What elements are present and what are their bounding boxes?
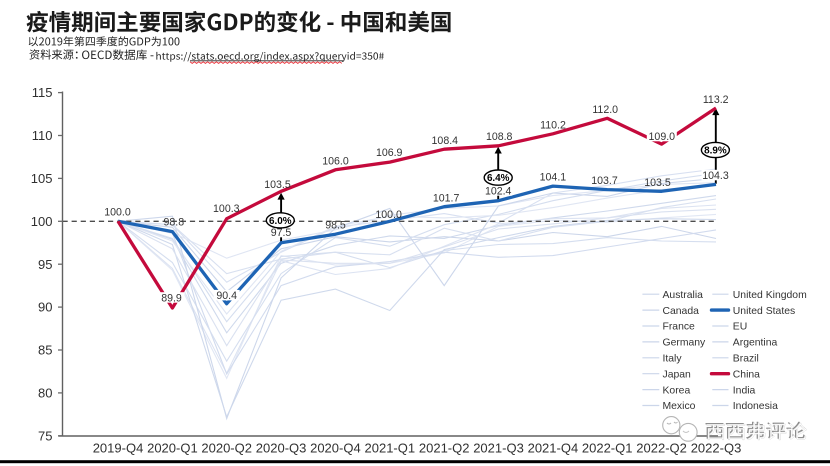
svg-text:100.3: 100.3 [213,203,240,215]
svg-text:97.5: 97.5 [271,227,292,239]
svg-text:Argentina: Argentina [733,338,778,349]
svg-text:2021-Q3: 2021-Q3 [473,441,524,456]
svg-text:2021-Q4: 2021-Q4 [528,441,579,456]
svg-text:104.3: 104.3 [702,170,729,182]
svg-text:98.8: 98.8 [163,216,184,228]
svg-text:80: 80 [38,386,52,401]
svg-text:China: China [733,369,760,380]
svg-text:2020-Q2: 2020-Q2 [201,441,252,456]
svg-text:EU: EU [733,322,747,333]
svg-text:2020-Q1: 2020-Q1 [147,441,198,456]
svg-text:110.2: 110.2 [540,119,566,131]
svg-text:104.1: 104.1 [540,172,567,184]
svg-text:Mexico: Mexico [663,401,696,412]
svg-text:105: 105 [31,171,53,186]
svg-text:101.7: 101.7 [433,193,460,205]
svg-text:100.0: 100.0 [375,209,402,221]
svg-text:100.0: 100.0 [104,206,131,218]
svg-text:2021-Q2: 2021-Q2 [419,441,470,456]
svg-text:Indonesia: Indonesia [733,401,778,412]
svg-text:89.9: 89.9 [161,292,182,304]
svg-text:2019-Q4: 2019-Q4 [93,441,144,456]
svg-text:Japan: Japan [663,369,692,380]
svg-text:2022-Q3: 2022-Q3 [691,441,742,456]
svg-text:6.0%: 6.0% [269,216,292,227]
svg-text:Australia: Australia [663,290,704,301]
svg-text:112.0: 112.0 [592,104,618,116]
svg-text:95: 95 [38,257,52,272]
svg-text:United States: United States [733,306,795,317]
svg-text:106.9: 106.9 [376,147,403,159]
svg-text:India: India [733,385,756,396]
svg-text:Brazil: Brazil [733,354,759,365]
svg-text:8.9%: 8.9% [704,146,727,157]
svg-text:Korea: Korea [663,385,691,396]
svg-text:Italy: Italy [663,354,683,365]
svg-text:85: 85 [38,343,52,358]
svg-text:103.5: 103.5 [264,179,291,191]
svg-text:100: 100 [31,214,53,229]
svg-text:98.5: 98.5 [325,220,346,232]
svg-text:Canada: Canada [663,306,700,317]
svg-text:108.4: 108.4 [432,135,459,147]
svg-text:90: 90 [38,300,52,315]
svg-text:2022-Q1: 2022-Q1 [582,441,633,456]
svg-text:115: 115 [32,85,53,100]
svg-text:United Kingdom: United Kingdom [733,290,807,301]
svg-text:Germany: Germany [663,338,707,349]
svg-text:2020-Q3: 2020-Q3 [256,441,307,456]
svg-text:103.5: 103.5 [644,177,671,189]
svg-text:2020-Q4: 2020-Q4 [310,441,361,456]
svg-text:6.4%: 6.4% [487,173,510,184]
svg-text:110: 110 [32,128,53,143]
svg-text:102.4: 102.4 [485,185,512,197]
svg-text:113.2: 113.2 [703,94,729,106]
svg-text:109.0: 109.0 [649,131,676,143]
svg-text:103.7: 103.7 [591,175,618,187]
svg-text:75: 75 [38,428,52,443]
svg-text:2021-Q1: 2021-Q1 [365,441,416,456]
svg-text:106.0: 106.0 [322,155,349,167]
svg-text:90.4: 90.4 [216,290,237,302]
svg-text:France: France [663,322,696,333]
svg-text:2022-Q2: 2022-Q2 [636,441,687,456]
svg-text:108.8: 108.8 [486,131,513,143]
